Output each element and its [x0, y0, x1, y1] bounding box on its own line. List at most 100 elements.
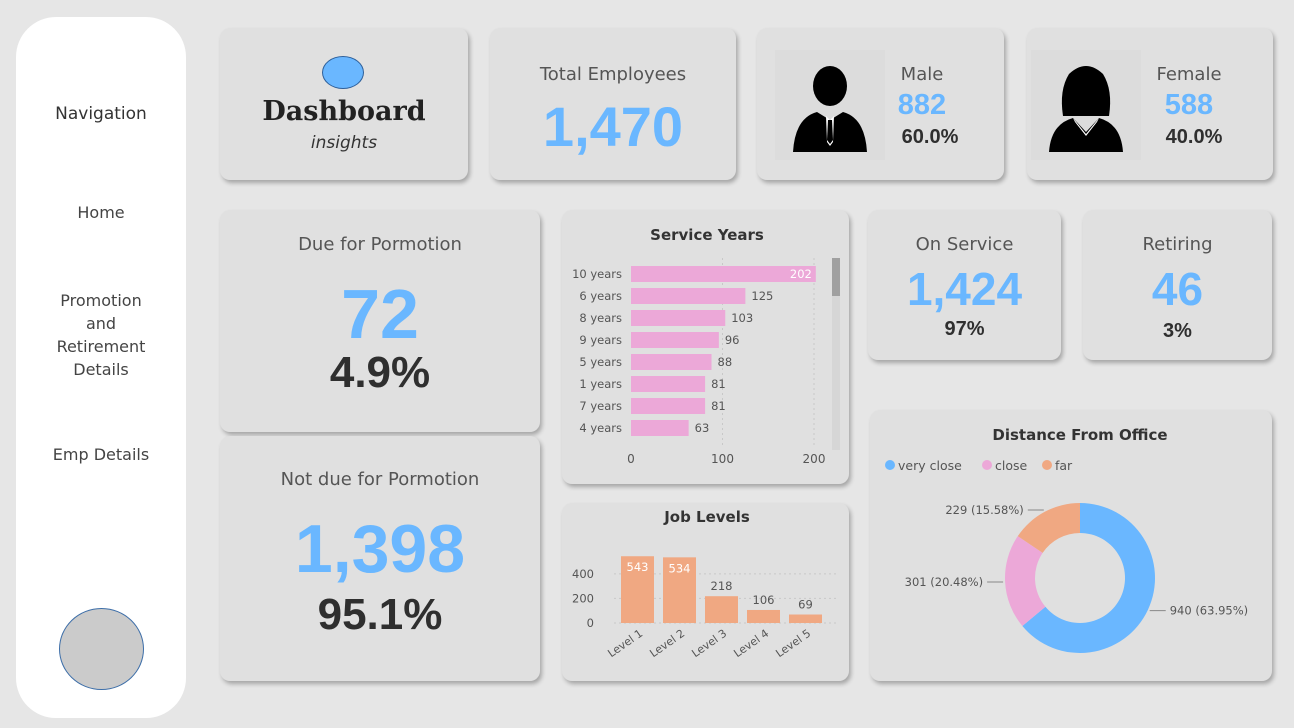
due-promotion-percentage: 4.9% — [329, 348, 431, 397]
service-years-data-label: 88 — [718, 355, 733, 369]
brand-card: Dashboard insights — [220, 28, 468, 180]
service-years-bar[interactable] — [631, 288, 746, 304]
service-years-data-label: 81 — [711, 377, 726, 391]
job-levels-chart: Job Levels 0 200 400 543 Level 1 534 Level 2 21… — [572, 508, 837, 660]
female-icon — [1031, 50, 1141, 160]
service-years-scrollbar[interactable] — [832, 258, 840, 450]
distance-slice[interactable] — [1022, 503, 1155, 654]
nav-promotion-line: Retirement — [56, 337, 146, 356]
female-percentage: 40.0% — [1165, 126, 1223, 148]
male-label: Male — [900, 64, 944, 85]
job-levels-bar[interactable] — [705, 596, 738, 623]
job-levels-tick-label: 400 — [572, 567, 594, 581]
distance-legend-label[interactable]: very close — [898, 458, 962, 473]
nav-home-button[interactable]: Home — [77, 203, 125, 222]
male-percentage: 60.0% — [901, 126, 959, 148]
job-levels-bar[interactable] — [663, 557, 696, 623]
distance-legend-swatch — [1042, 460, 1052, 470]
distance-card: Distance From Office very close close far 9… — [870, 410, 1272, 681]
on-service-card: On Service 1,424 97% — [868, 210, 1061, 360]
service-years-bar[interactable] — [631, 354, 712, 370]
not-due-promotion-label: Not due for Pormotion — [280, 469, 480, 490]
service-years-data-label: 96 — [725, 333, 740, 347]
male-count: 882 — [897, 89, 947, 121]
service-years-category-label: 8 years — [579, 311, 622, 325]
total-employees-card: Total Employees 1,470 — [490, 28, 736, 180]
service-years-tick-label: 100 — [711, 452, 734, 466]
service-years-data-label: 81 — [711, 399, 726, 413]
distance-chart: Distance From Office very close close far 9… — [885, 426, 1248, 654]
job-levels-title: Job Levels — [663, 508, 750, 526]
nav-promotion-line: Details — [73, 360, 129, 379]
service-years-title: Service Years — [650, 226, 764, 244]
service-years-bar[interactable] — [631, 398, 706, 414]
service-years-tick-label: 0 — [627, 452, 635, 466]
nav-promotion-line: Promotion — [60, 291, 142, 310]
service-years-category-label: 7 years — [579, 399, 622, 413]
service-years-category-label: 9 years — [579, 333, 622, 347]
service-years-bar[interactable] — [631, 310, 726, 326]
distance-data-label: 940 (63.95%) — [1170, 604, 1248, 618]
job-levels-data-label: 69 — [798, 598, 813, 612]
service-years-category-label: 1 years — [579, 377, 622, 391]
job-levels-data-label: 534 — [669, 561, 691, 575]
due-promotion-label: Due for Pormotion — [298, 234, 462, 255]
service-years-tick-label: 200 — [803, 452, 826, 466]
distance-legend-label[interactable]: close — [995, 458, 1028, 473]
service-years-category-label: 10 years — [572, 267, 622, 281]
job-levels-category-label: Level 5 — [773, 627, 813, 660]
distance-slice[interactable] — [1005, 536, 1046, 627]
service-years-data-label: 63 — [695, 421, 710, 435]
not-due-promotion-card: Not due for Pormotion 1,398 95.1% — [220, 436, 540, 681]
distance-legend-swatch — [982, 460, 992, 470]
job-levels-card: Job Levels 0 200 400 543 Level 1 534 Level 2 21… — [562, 503, 849, 681]
retiring-percentage: 3% — [1163, 320, 1192, 342]
retiring-card: Retiring 46 3% — [1083, 210, 1272, 360]
job-levels-data-label: 106 — [753, 593, 775, 607]
service-years-bar[interactable] — [631, 376, 706, 392]
service-years-data-label: 103 — [731, 311, 753, 325]
nav-emp-details-button[interactable]: Emp Details — [52, 445, 150, 464]
avatar-button[interactable] — [59, 608, 144, 690]
job-levels-bar[interactable] — [789, 614, 822, 623]
distance-data-label: 229 (15.58%) — [945, 503, 1023, 517]
due-promotion-card: Due for Pormotion 72 4.9% — [220, 210, 540, 432]
not-due-promotion-value: 1,398 — [294, 511, 466, 587]
job-levels-bar[interactable] — [621, 556, 654, 623]
service-years-card: Service Years 0 100 200 10 years 202 6 years 1… — [562, 210, 849, 484]
distance-legend-label[interactable]: far — [1055, 458, 1073, 473]
on-service-percentage: 97% — [944, 318, 985, 340]
nav-promotion-retirement-button[interactable]: Promotion and Retirement Details — [16, 289, 186, 381]
distance-data-label: 301 (20.48%) — [905, 575, 983, 589]
job-levels-tick-label: 200 — [572, 591, 594, 605]
service-years-bar[interactable] — [631, 420, 689, 436]
on-service-value: 1,424 — [906, 263, 1023, 315]
service-years-category-label: 6 years — [579, 289, 622, 303]
total-employees-value: 1,470 — [542, 95, 684, 158]
service-years-bar[interactable] — [631, 266, 816, 282]
retiring-value: 46 — [1151, 263, 1204, 315]
female-card: Female 588 40.0% — [1027, 28, 1273, 180]
dashboard-subtitle: insights — [310, 133, 378, 153]
distance-slice[interactable] — [1017, 503, 1080, 553]
service-years-bar[interactable] — [631, 332, 719, 348]
job-levels-category-label: Level 3 — [689, 627, 729, 660]
distance-legend-swatch — [885, 460, 895, 470]
service-years-scrollbar-thumb[interactable] — [832, 258, 840, 296]
not-due-promotion-percentage: 95.1% — [317, 590, 443, 639]
dashboard-title: Dashboard — [262, 96, 426, 127]
service-years-chart: Service Years 0 100 200 10 years 202 6 years 1… — [572, 226, 840, 466]
job-levels-data-label: 218 — [711, 579, 733, 593]
male-icon — [775, 50, 885, 160]
service-years-category-label: 4 years — [579, 421, 622, 435]
logo-circle-icon — [322, 56, 364, 89]
job-levels-category-label: Level 2 — [647, 627, 687, 660]
job-levels-tick-label: 0 — [587, 616, 594, 630]
female-label: Female — [1156, 64, 1222, 85]
job-levels-category-label: Level 1 — [605, 627, 645, 660]
navigation-title: Navigation — [55, 104, 147, 124]
due-promotion-value: 72 — [341, 275, 419, 353]
job-levels-bar[interactable] — [747, 609, 780, 623]
retiring-label: Retiring — [1142, 234, 1213, 255]
distance-title: Distance From Office — [992, 426, 1167, 444]
